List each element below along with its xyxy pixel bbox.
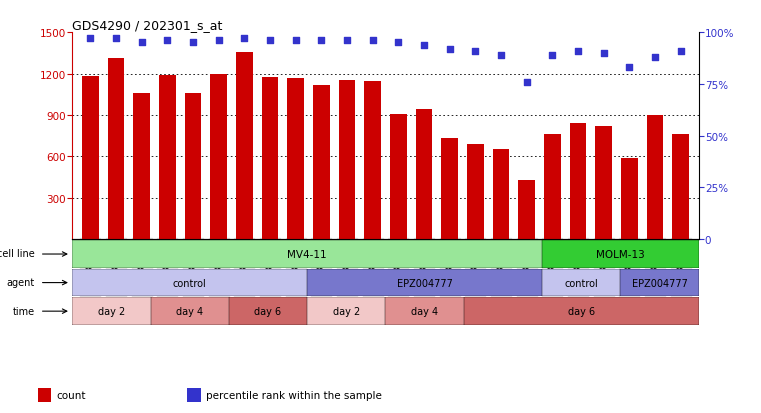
Point <box>212 38 224 45</box>
Text: day 4: day 4 <box>176 306 203 316</box>
Bar <box>467 145 484 240</box>
Text: GDS4290 / 202301_s_at: GDS4290 / 202301_s_at <box>72 19 223 32</box>
Bar <box>133 94 150 240</box>
Bar <box>441 139 458 240</box>
Bar <box>544 135 561 240</box>
Text: day 2: day 2 <box>98 306 125 316</box>
Bar <box>647 116 664 240</box>
Bar <box>570 124 586 240</box>
Bar <box>492 150 509 240</box>
Text: agent: agent <box>6 278 35 287</box>
Text: EPZ004777: EPZ004777 <box>396 278 453 288</box>
Text: cell line: cell line <box>0 249 35 259</box>
Point <box>110 36 122 43</box>
Point <box>418 42 430 49</box>
Bar <box>287 79 304 240</box>
Point <box>367 38 379 45</box>
Text: day 2: day 2 <box>333 306 360 316</box>
Bar <box>313 85 330 240</box>
Text: control: control <box>173 278 206 288</box>
Point <box>84 36 97 43</box>
Bar <box>82 77 99 240</box>
Text: day 6: day 6 <box>254 306 282 316</box>
Bar <box>262 78 279 240</box>
Bar <box>672 135 689 240</box>
Bar <box>210 74 227 240</box>
Text: percentile rank within the sample: percentile rank within the sample <box>206 390 382 400</box>
Bar <box>187 388 201 402</box>
Point <box>623 65 635 71</box>
Text: day 4: day 4 <box>411 306 438 316</box>
Point <box>392 40 404 47</box>
Point <box>649 55 661 61</box>
Text: day 6: day 6 <box>568 306 595 316</box>
Bar <box>185 94 201 240</box>
Bar <box>390 114 406 240</box>
Point <box>264 38 276 45</box>
Point <box>161 38 174 45</box>
Point <box>495 52 507 59</box>
Bar <box>621 158 638 240</box>
Point <box>444 46 456 53</box>
Text: EPZ004777: EPZ004777 <box>632 278 687 288</box>
Point <box>521 79 533 86</box>
Bar <box>595 127 612 240</box>
Bar <box>339 81 355 240</box>
Point <box>315 38 327 45</box>
Bar <box>365 82 381 240</box>
Text: control: control <box>565 278 598 288</box>
Bar <box>38 388 52 402</box>
Point <box>341 38 353 45</box>
Point <box>470 48 482 55</box>
Point <box>238 36 250 43</box>
Point <box>572 48 584 55</box>
Text: MOLM-13: MOLM-13 <box>596 249 645 259</box>
Point <box>546 52 559 59</box>
Text: count: count <box>57 390 86 400</box>
Point <box>674 48 686 55</box>
Bar <box>416 110 432 240</box>
Text: time: time <box>13 306 35 316</box>
Bar <box>236 53 253 240</box>
Bar <box>518 180 535 240</box>
Point <box>289 38 301 45</box>
Point <box>135 40 148 47</box>
Point <box>187 40 199 47</box>
Point <box>597 50 610 57</box>
Bar <box>107 59 124 240</box>
Bar <box>159 76 176 240</box>
Text: MV4-11: MV4-11 <box>288 249 327 259</box>
